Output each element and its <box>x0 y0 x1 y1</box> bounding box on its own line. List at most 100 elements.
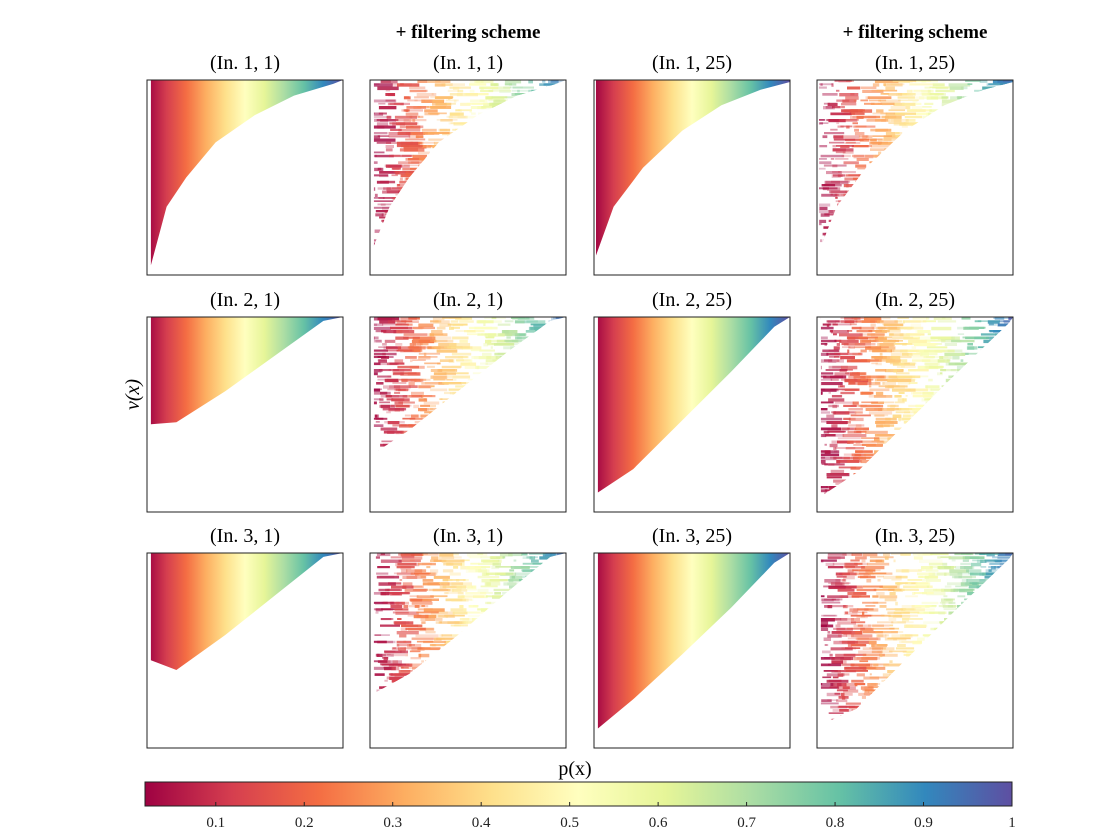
filtered-stroke <box>551 502 564 504</box>
filtered-stroke <box>968 229 988 232</box>
filtered-stroke <box>555 582 563 585</box>
filtered-stroke <box>894 259 900 261</box>
filtered-stroke <box>435 242 442 246</box>
filtered-stroke <box>999 219 1003 223</box>
filtered-stroke <box>957 326 967 330</box>
filtered-stroke <box>413 404 420 409</box>
filtered-stroke <box>460 559 470 562</box>
filtered-stroke <box>861 262 879 266</box>
filtered-stroke <box>991 187 1004 190</box>
filtered-stroke <box>401 174 423 178</box>
filtered-stroke <box>543 135 546 139</box>
filtered-stroke <box>558 323 566 326</box>
filtered-stroke <box>542 356 562 359</box>
filtered-stroke <box>933 132 943 134</box>
filtered-stroke <box>856 473 867 476</box>
filtered-stroke <box>379 362 399 366</box>
filtered-stroke <box>551 259 568 262</box>
filtered-stroke <box>982 187 993 190</box>
filtered-stroke <box>890 151 906 154</box>
filtered-stroke <box>895 112 916 115</box>
filtered-stroke <box>521 252 524 254</box>
filtered-stroke <box>828 463 835 466</box>
filtered-stroke <box>383 601 394 604</box>
filtered-stroke <box>395 404 410 408</box>
filtered-stroke <box>822 323 831 326</box>
filtered-stroke <box>381 252 405 254</box>
filtered-stroke <box>541 223 544 227</box>
filtered-stroke <box>823 262 828 265</box>
filtered-stroke <box>912 482 923 485</box>
filtered-stroke <box>383 272 402 275</box>
filtered-stroke <box>527 362 534 366</box>
filtered-stroke <box>426 106 431 109</box>
filtered-stroke <box>969 187 989 190</box>
filtered-stroke <box>875 369 887 372</box>
filtered-stroke <box>480 493 502 495</box>
filtered-stroke <box>905 395 908 397</box>
filtered-stroke <box>406 499 419 501</box>
filtered-stroke <box>546 86 553 90</box>
filtered-stroke <box>948 158 951 161</box>
filtered-stroke <box>409 223 433 226</box>
filtered-stroke <box>1008 262 1030 265</box>
filtered-stroke <box>911 125 916 128</box>
filtered-stroke <box>490 128 514 133</box>
filtered-stroke <box>886 158 892 161</box>
filtered-stroke <box>556 440 566 445</box>
filtered-stroke <box>912 164 924 167</box>
filtered-stroke <box>503 197 526 200</box>
filtered-stroke <box>405 236 409 239</box>
filtered-stroke <box>933 161 955 165</box>
filtered-stroke <box>991 177 1013 180</box>
filtered-stroke <box>404 480 422 482</box>
filtered-stroke <box>395 611 419 615</box>
filtered-stroke <box>382 197 404 199</box>
filtered-stroke <box>504 132 527 136</box>
filtered-stroke <box>839 333 863 337</box>
filtered-stroke <box>884 171 892 174</box>
filtered-stroke <box>452 256 455 258</box>
filtered-stroke <box>468 605 479 608</box>
filtered-stroke <box>400 627 408 632</box>
filtered-stroke <box>531 132 535 136</box>
filtered-stroke <box>459 454 476 456</box>
filtered-stroke <box>428 112 447 115</box>
filtered-stroke <box>509 640 522 645</box>
filtered-stroke <box>544 148 558 151</box>
filtered-stroke <box>519 598 542 601</box>
filtered-stroke <box>928 434 943 437</box>
filtered-stroke <box>901 180 920 184</box>
filtered-stroke <box>446 450 465 453</box>
filtered-stroke <box>901 125 908 128</box>
filtered-stroke <box>433 219 437 223</box>
filtered-stroke <box>383 430 402 434</box>
filtered-stroke <box>462 269 469 271</box>
filtered-stroke <box>418 323 434 327</box>
filtered-stroke <box>492 430 512 434</box>
filtered-stroke <box>928 492 938 495</box>
filtered-stroke <box>913 239 922 243</box>
filtered-stroke <box>506 434 512 436</box>
filtered-stroke <box>559 460 566 463</box>
filtered-stroke <box>373 349 388 352</box>
filtered-stroke <box>495 171 501 173</box>
filtered-stroke <box>541 151 546 155</box>
filtered-stroke <box>861 265 877 268</box>
filtered-stroke <box>436 326 446 330</box>
filtered-stroke <box>998 404 1013 407</box>
filtered-stroke <box>908 96 925 100</box>
filtered-stroke <box>945 109 960 113</box>
filtered-stroke <box>401 601 409 605</box>
filtered-stroke <box>938 259 962 262</box>
filtered-stroke <box>922 171 936 175</box>
filtered-stroke <box>528 369 542 371</box>
filtered-stroke <box>477 252 481 255</box>
filtered-stroke <box>917 492 932 495</box>
filtered-stroke <box>535 398 547 401</box>
filtered-stroke <box>908 495 932 497</box>
filtered-stroke <box>1000 138 1013 142</box>
filtered-stroke <box>854 132 865 136</box>
filtered-stroke <box>894 453 919 456</box>
filtered-stroke <box>558 119 566 123</box>
